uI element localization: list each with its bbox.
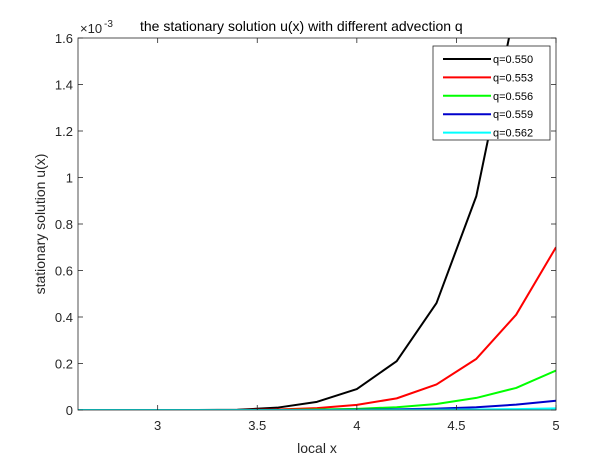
series-line-q=0.550 (78, 38, 510, 410)
x-axis-label: local x (297, 440, 337, 456)
tick-layer: 3 3.5 4 4.5 5 0 0.2 0.4 0.6 0.8 1 1.2 1.4 1.6 (55, 31, 560, 433)
legend: q=0.550 q=0.553 q=0.556 q=0.559 q=0.562 (432, 45, 551, 141)
y-tick-label: 0.6 (55, 264, 73, 279)
legend-entry-label: q=0.553 (493, 72, 533, 84)
y-exponent-prefix: ×10 (80, 21, 102, 36)
y-tick-label: 0.4 (55, 310, 73, 325)
legend-entry-label: q=0.562 (493, 128, 533, 140)
legend-entry-label: q=0.556 (493, 91, 533, 103)
series-line-q=0.559 (78, 399, 556, 410)
x-tick-label: 4.5 (447, 418, 465, 433)
y-tick-label: 1.2 (55, 124, 73, 139)
y-tick-label: 0.2 (55, 357, 73, 372)
y-tick-label: 0.8 (55, 217, 73, 232)
chart-title: the stationary solution u(x) with differ… (140, 18, 463, 34)
y-tick-label: 0 (66, 403, 73, 418)
series-line-q=0.562 (78, 407, 556, 410)
x-tick-label: 3 (154, 418, 161, 433)
series-layer (78, 38, 556, 410)
y-tick-label: 1.4 (55, 78, 73, 93)
y-axis-label: stationary solution u(x) (32, 154, 48, 295)
x-tick-label: 5 (552, 418, 559, 433)
x-tick-label: 4 (353, 418, 360, 433)
series-line-q=0.553 (78, 246, 556, 410)
y-tick-label: 1 (66, 171, 73, 186)
legend-entry-label: q=0.550 (493, 54, 533, 66)
legend-entry-label: q=0.559 (493, 109, 533, 121)
x-tick-label: 3.5 (248, 418, 266, 433)
legend-box (432, 45, 551, 141)
y-tick-label: 1.6 (55, 31, 73, 46)
y-exponent-power: -3 (104, 19, 113, 30)
plot-box (77, 37, 557, 411)
